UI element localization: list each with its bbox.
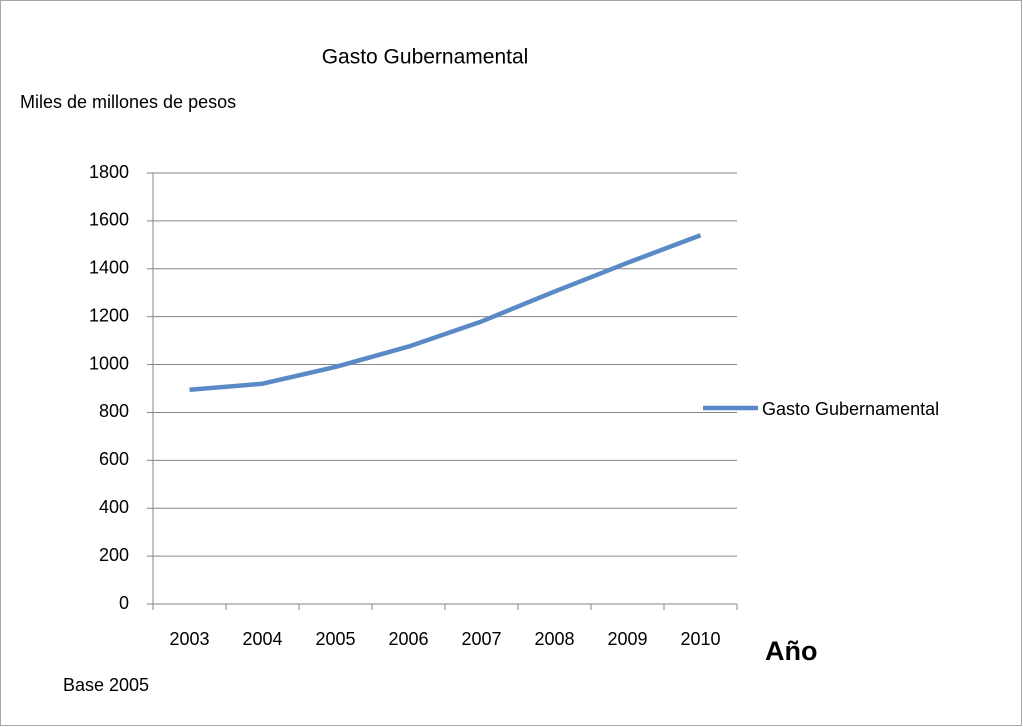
x-tick-label: 2003	[169, 629, 209, 649]
y-tick-label: 1200	[89, 305, 129, 325]
y-tick-label: 400	[99, 497, 129, 517]
chart-title: Gasto Gubernamental	[322, 46, 529, 69]
y-tick-label: 800	[99, 401, 129, 421]
legend-label: Gasto Gubernamental	[762, 399, 939, 419]
x-axis-label: Año	[765, 636, 817, 666]
y-tick-label: 1400	[89, 258, 129, 278]
x-tick-label: 2007	[461, 629, 501, 649]
y-tick-label: 1800	[89, 162, 129, 182]
x-tick-label: 2009	[607, 629, 647, 649]
x-tick-label: 2010	[680, 629, 720, 649]
y-tick-label: 0	[119, 593, 129, 613]
y-axis-label: Miles de millones de pesos	[20, 92, 236, 112]
data-line	[189, 233, 702, 392]
x-tick-label: 2005	[315, 629, 355, 649]
y-tick-label: 200	[99, 545, 129, 565]
x-tick-label: 2008	[534, 629, 574, 649]
y-tick-label: 1600	[89, 210, 129, 230]
annotation: Base 2005	[63, 675, 149, 695]
x-tick-label: 2006	[388, 629, 428, 649]
x-tick-label: 2004	[242, 629, 282, 649]
y-tick-label: 1000	[89, 353, 129, 373]
y-tick-label: 600	[99, 449, 129, 469]
